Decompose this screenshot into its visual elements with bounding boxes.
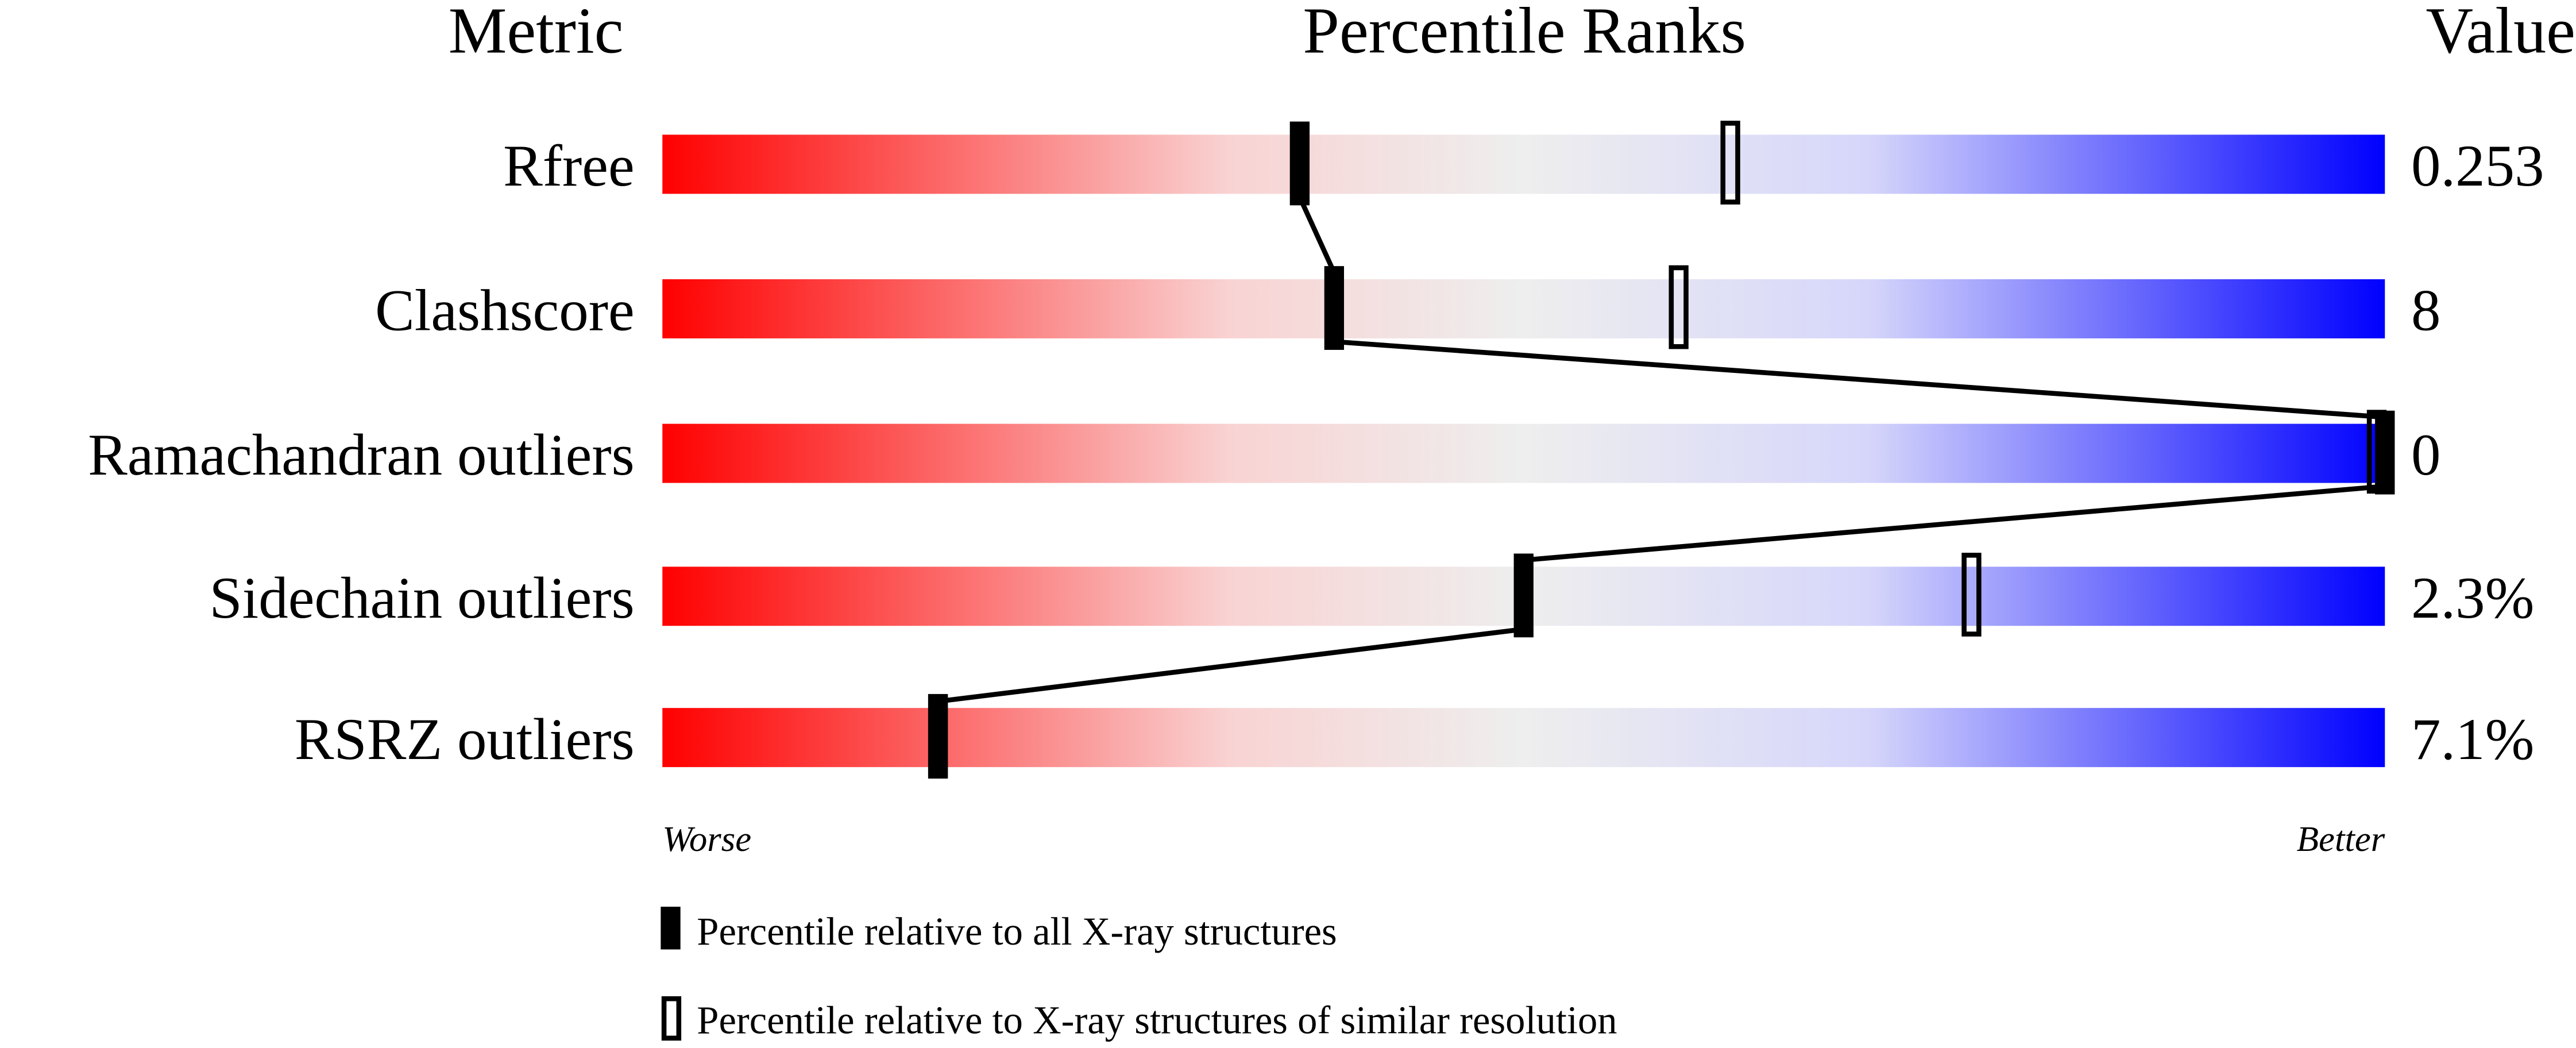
percentile-gradient-bar xyxy=(662,279,2385,338)
marker-similar-resolution xyxy=(1669,265,1689,349)
metric-label: Clashscore xyxy=(375,278,635,344)
row-clashscore: Clashscore 8 xyxy=(375,278,2440,344)
metric-value: 0.253 xyxy=(2411,133,2544,199)
marker-all-structures xyxy=(1324,266,1345,350)
axis-label-better: Better xyxy=(2297,819,2385,859)
metric-value: 2.3% xyxy=(2411,565,2534,631)
percentile-link-line xyxy=(1523,483,2385,563)
legend-label-similar: Percentile relative to X-ray structures … xyxy=(697,998,1617,1042)
legend-label-all: Percentile relative to all X-ray structu… xyxy=(697,910,1337,953)
percentile-link-line xyxy=(937,626,1524,704)
marker-all-structures xyxy=(1289,121,1310,206)
marker-all-structures xyxy=(2375,410,2395,495)
marker-all-structures xyxy=(1513,553,1534,638)
header-percentile-ranks: Percentile Ranks xyxy=(1303,0,1746,67)
percentile-link-line xyxy=(1334,339,2385,420)
legend-hollow-marker xyxy=(661,996,682,1041)
header-value: Value xyxy=(2426,0,2575,67)
marker-similar-resolution xyxy=(1720,121,1740,205)
row-rfree: Rfree 0.253 xyxy=(503,133,2544,199)
marker-similar-resolution xyxy=(1961,553,1982,637)
row-rsrz-outliers: RSRZ outliers 7.1% xyxy=(295,707,2534,772)
legend-filled-marker xyxy=(661,907,681,950)
marker-all-structures xyxy=(928,695,948,779)
metric-value: 8 xyxy=(2411,278,2440,344)
percentile-gradient-bar xyxy=(662,423,2385,483)
axis-label-worse: Worse xyxy=(662,819,751,859)
metric-label: Sidechain outliers xyxy=(209,565,634,631)
metric-value: 7.1% xyxy=(2411,707,2534,772)
metric-label: Ramachandran outliers xyxy=(88,422,635,488)
percentile-link-line xyxy=(1297,196,1337,274)
metric-label: RSRZ outliers xyxy=(295,707,635,772)
percentile-gradient-bar xyxy=(662,708,2385,768)
percentile-gradient-bar xyxy=(662,134,2385,194)
metric-label: Rfree xyxy=(503,133,635,199)
header-metric: Metric xyxy=(449,0,624,67)
row-ramachandran-outliers: Ramachandran outliers 0 xyxy=(88,422,2440,488)
row-sidechain-outliers: Sidechain outliers 2.3% xyxy=(209,565,2534,631)
metric-value: 0 xyxy=(2411,422,2440,488)
